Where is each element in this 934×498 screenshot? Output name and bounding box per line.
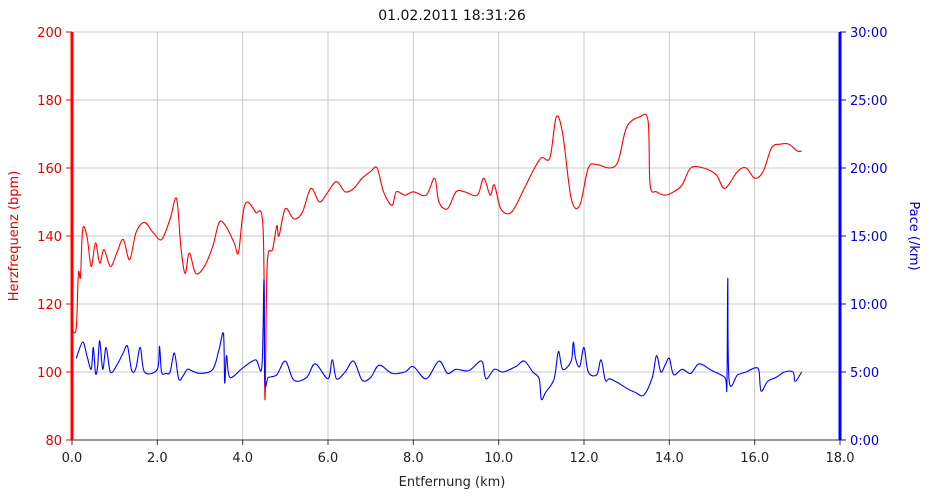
y-left-axis-label: Herzfrequenz (bpm) — [7, 171, 22, 302]
tick-labels: 0.0 2.0 4.0 6.0 8.0 10.0 12.0 14.0 16.0 18.0 80 100… — [37, 26, 887, 466]
series-pace — [75, 277, 803, 401]
grid — [72, 31, 841, 440]
x-tick-label: 4.0 — [232, 451, 253, 466]
series-heart-rate — [72, 113, 802, 401]
y-right-axis-label: Pace (/km) — [906, 201, 921, 270]
y-left-tick-label: 160 — [37, 162, 62, 177]
x-tick-label: 6.0 — [318, 451, 339, 466]
x-tick-label: 16.0 — [740, 451, 769, 466]
x-tick-label: 8.0 — [403, 451, 424, 466]
y-left-tick-label: 180 — [37, 94, 62, 109]
y-right-tick-label: 25:00 — [850, 94, 887, 109]
y-right-tick-label: 15:00 — [850, 230, 887, 245]
y-right-tick-label: 0:00 — [850, 434, 879, 449]
x-tick-label: 0.0 — [62, 451, 83, 466]
series-line-heart-rate — [72, 113, 802, 401]
y-right-tick-label: 20:00 — [850, 162, 887, 177]
chart-title: 01.02.2011 18:31:26 — [378, 8, 526, 24]
x-tick-label: 10.0 — [484, 451, 513, 466]
x-tick-label: 12.0 — [570, 451, 599, 466]
y-left-tick-label: 100 — [37, 366, 62, 381]
y-right-tick-label: 5:00 — [850, 366, 879, 381]
axes — [66, 31, 846, 445]
y-left-tick-label: 80 — [45, 434, 62, 449]
series-line-pace — [75, 277, 803, 401]
y-left-tick-label: 120 — [37, 298, 62, 313]
y-left-tick-label: 140 — [37, 230, 62, 245]
x-tick-label: 14.0 — [655, 451, 684, 466]
x-axis-label: Entfernung (km) — [399, 475, 506, 490]
x-tick-label: 2.0 — [147, 451, 168, 466]
y-left-tick-label: 200 — [37, 26, 62, 41]
y-right-tick-label: 10:00 — [850, 298, 887, 313]
y-right-tick-label: 30:00 — [850, 26, 887, 41]
x-tick-label: 18.0 — [826, 451, 855, 466]
